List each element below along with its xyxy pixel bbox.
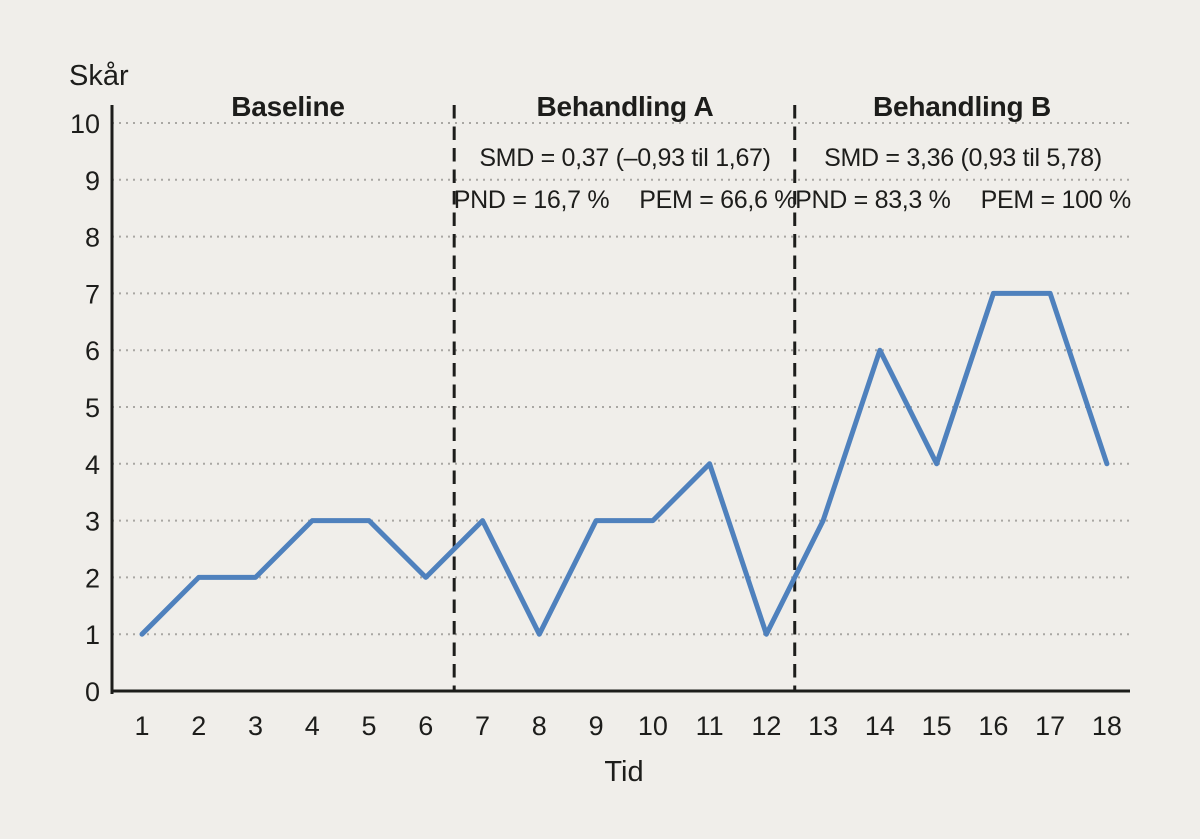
pnd-value-behandling-a: PND = 16,7 % <box>453 186 610 214</box>
y-tick-label-10: 10 <box>70 109 100 139</box>
x-tick-label-7: 7 <box>475 711 490 741</box>
x-axis-title: Tid <box>604 756 644 788</box>
x-tick-label-16: 16 <box>978 711 1008 741</box>
phase-title-baseline: Baseline <box>231 91 345 122</box>
x-tick-label-6: 6 <box>418 711 433 741</box>
y-tick-label-9: 9 <box>85 166 100 196</box>
x-tick-label-1: 1 <box>134 711 149 741</box>
y-tick-label-4: 4 <box>85 450 100 480</box>
x-tick-label-17: 17 <box>1035 711 1065 741</box>
x-tick-label-18: 18 <box>1092 711 1122 741</box>
y-tick-label-7: 7 <box>85 279 100 309</box>
x-tick-label-8: 8 <box>532 711 547 741</box>
x-tick-label-14: 14 <box>865 711 895 741</box>
pnd-pem-annotation-behandling-a: PND = 16,7 % PEM = 66,6 % <box>453 186 797 215</box>
pem-value-behandling-a: PEM = 66,6 % <box>639 186 797 214</box>
y-tick-label-3: 3 <box>85 507 100 537</box>
smd-annotation-behandling-b: SMD = 3,36 (0,93 til 5,78) <box>824 144 1102 172</box>
x-tick-label-9: 9 <box>589 711 604 741</box>
x-tick-label-12: 12 <box>751 711 781 741</box>
x-tick-label-15: 15 <box>922 711 952 741</box>
y-tick-label-8: 8 <box>85 223 100 253</box>
y-tick-label-6: 6 <box>85 336 100 366</box>
x-tick-label-11: 11 <box>696 711 724 741</box>
y-axis-title: Skår <box>69 60 129 92</box>
y-tick-label-5: 5 <box>85 393 100 423</box>
x-tick-label-4: 4 <box>305 711 320 741</box>
x-tick-label-2: 2 <box>191 711 206 741</box>
pnd-pem-annotation-behandling-b: PND = 83,3 % PEM = 100 % <box>795 186 1131 215</box>
x-tick-label-13: 13 <box>808 711 838 741</box>
pnd-value-behandling-b: PND = 83,3 % <box>795 186 951 214</box>
y-tick-label-2: 2 <box>85 563 100 593</box>
smd-annotation-behandling-a: SMD = 0,37 (–0,93 til 1,67) <box>479 144 771 172</box>
x-tick-label-10: 10 <box>638 711 668 741</box>
x-tick-label-5: 5 <box>362 711 377 741</box>
phase-title-behandling-b: Behandling B <box>872 91 1052 122</box>
x-tick-label-3: 3 <box>248 711 263 741</box>
data-line-skar <box>139 290 1110 637</box>
y-tick-label-0: 0 <box>85 677 100 707</box>
y-tick-label-1: 1 <box>85 620 100 650</box>
pem-value-behandling-b: PEM = 100 % <box>980 186 1132 214</box>
phase-title-behandling-a: Behandling A <box>536 91 714 122</box>
